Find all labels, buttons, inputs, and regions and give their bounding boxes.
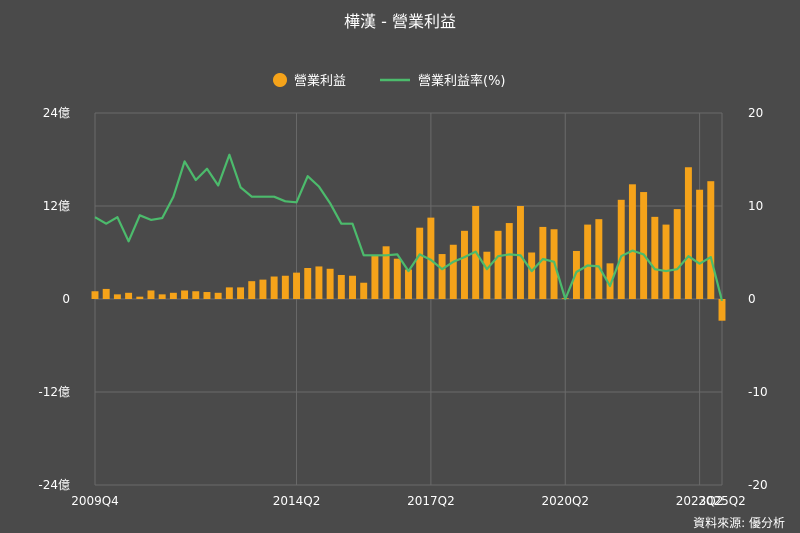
bar xyxy=(651,216,659,299)
x-tick-label: 2020Q2 xyxy=(541,494,589,508)
bar xyxy=(628,184,636,299)
source-note: 資料來源: 優分析 xyxy=(693,516,785,530)
bar xyxy=(572,250,580,299)
bar xyxy=(203,292,211,299)
bar xyxy=(606,263,614,299)
bar xyxy=(371,254,379,299)
bar xyxy=(416,227,424,299)
bar xyxy=(214,292,222,299)
bar xyxy=(494,230,502,299)
bar xyxy=(595,219,603,299)
bar xyxy=(461,230,468,299)
y-left-tick-label: 24億 xyxy=(43,106,70,120)
bar xyxy=(516,206,524,299)
bar xyxy=(293,272,301,299)
line-series xyxy=(94,153,724,302)
bar xyxy=(113,294,121,299)
bar xyxy=(539,226,547,299)
bar xyxy=(270,276,278,299)
y-right-tick-label: -10 xyxy=(748,385,768,399)
bar xyxy=(147,290,155,299)
bar xyxy=(237,287,245,299)
bar xyxy=(169,292,177,299)
y-left-tick-label: -12億 xyxy=(38,385,70,399)
bar xyxy=(315,266,323,299)
bar xyxy=(181,290,189,299)
bar xyxy=(673,209,681,299)
bar xyxy=(281,275,289,299)
bar xyxy=(360,282,368,299)
bar xyxy=(349,275,356,299)
right-axis-ticks: 20 10 0 -10 -20 xyxy=(748,106,768,492)
bar xyxy=(248,281,256,299)
bar xyxy=(304,268,312,299)
bar xyxy=(225,287,233,299)
bar xyxy=(405,269,412,299)
y-right-tick-label: -20 xyxy=(748,478,768,492)
legend: 營業利益 營業利益率(%) xyxy=(273,73,506,89)
y-right-tick-label: 10 xyxy=(748,199,763,213)
bar xyxy=(438,254,446,299)
bar xyxy=(102,288,110,299)
y-left-tick-label: 12億 xyxy=(43,199,70,213)
x-tick-label: 2009Q4 xyxy=(71,494,119,508)
bar xyxy=(326,268,334,299)
bar xyxy=(125,292,133,299)
bar xyxy=(337,274,345,299)
bar xyxy=(662,224,670,299)
bar xyxy=(617,199,625,299)
x-tick-label: 2014Q2 xyxy=(273,494,321,508)
legend-bar-label: 營業利益 xyxy=(294,73,346,89)
grid xyxy=(94,112,723,486)
left-axis-ticks: 24億 12億 0 -12億 -24億 xyxy=(38,106,70,492)
bar xyxy=(528,252,536,299)
x-tick-label: 2023Q2 xyxy=(676,494,724,508)
bar xyxy=(449,244,457,299)
bar xyxy=(382,246,390,299)
legend-line-label: 營業利益率(%) xyxy=(418,73,506,89)
bar xyxy=(393,258,401,299)
bar xyxy=(136,296,144,299)
x-tick-label: 2025Q2 xyxy=(698,494,746,508)
bar xyxy=(259,279,267,299)
bar xyxy=(684,167,692,299)
bar xyxy=(696,189,704,299)
bar xyxy=(427,217,435,299)
bar xyxy=(718,299,726,321)
bar xyxy=(707,181,715,299)
chart-title: 樺漢 - 營業利益 xyxy=(344,12,456,31)
y-right-tick-label: 20 xyxy=(748,106,763,120)
legend-bar-swatch xyxy=(273,73,287,87)
bar xyxy=(91,291,99,299)
x-tick-label: 2017Q2 xyxy=(407,494,455,508)
bar xyxy=(158,294,166,299)
y-left-tick-label: -24億 xyxy=(38,478,70,492)
y-right-tick-label: 0 xyxy=(748,292,756,306)
bar xyxy=(584,224,592,299)
bar xyxy=(505,223,513,299)
y-left-tick-label: 0 xyxy=(62,292,70,306)
bar xyxy=(192,291,200,299)
margin-line xyxy=(94,153,724,302)
bar xyxy=(640,192,648,299)
bar xyxy=(483,251,491,299)
bar-series xyxy=(91,167,726,321)
